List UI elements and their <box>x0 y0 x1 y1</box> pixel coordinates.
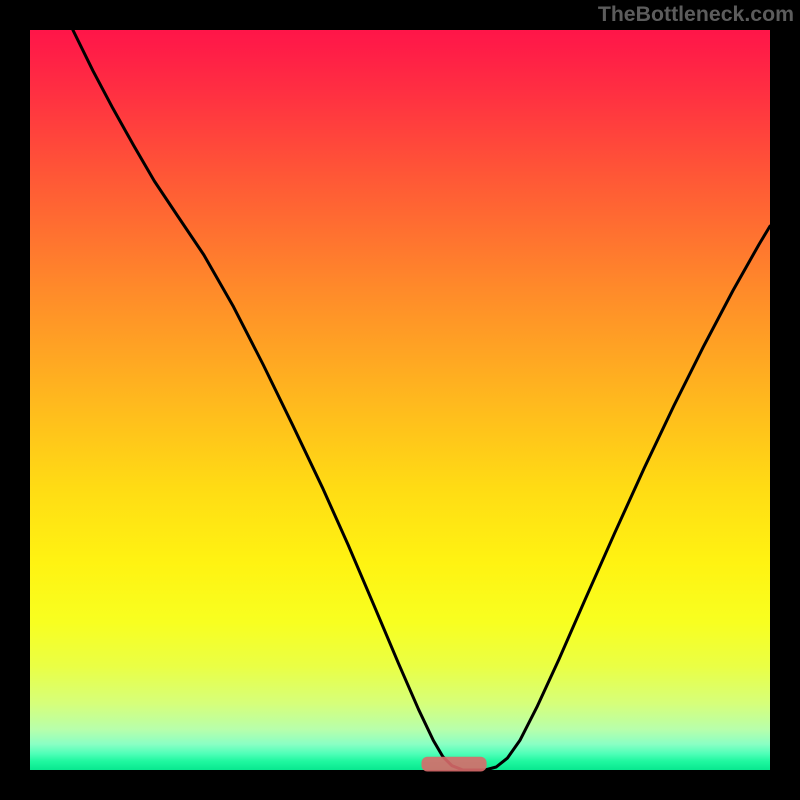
watermark-text: TheBottleneck.com <box>598 2 794 27</box>
bottleneck-curve <box>73 30 770 770</box>
optimal-marker <box>422 757 487 772</box>
bottleneck-chart: TheBottleneck.com <box>0 0 800 800</box>
curve-layer <box>0 0 800 800</box>
